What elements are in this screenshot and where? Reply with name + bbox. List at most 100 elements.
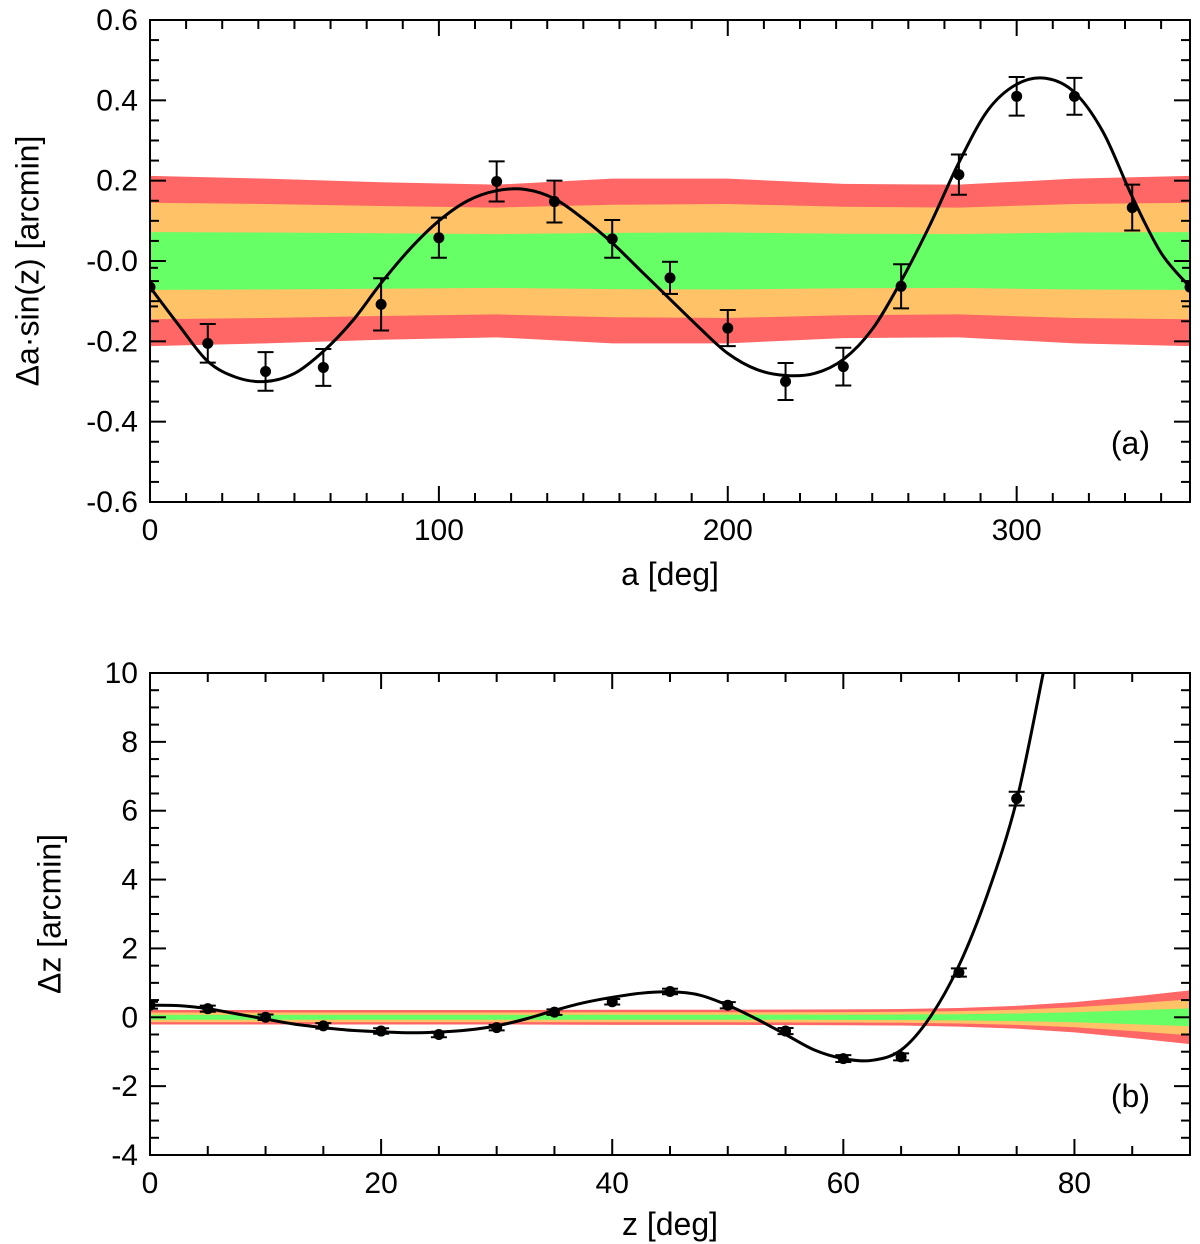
marker [953,967,965,979]
data-point [257,1011,274,1023]
data-point [373,277,390,332]
x-tick-label: 40 [596,1167,629,1200]
plot-area [150,76,1190,401]
y-tick-label: -0.0 [86,245,138,278]
data-point [604,996,621,1008]
x-tick-label: 300 [992,514,1042,547]
data-point [488,1022,505,1034]
data-point [199,323,216,364]
marker [317,361,329,373]
x-tick-label: 0 [142,514,159,547]
data-point [315,347,332,387]
marker [260,365,272,377]
y-tick-label: 0.4 [96,84,138,117]
fit-curve [150,673,1045,1063]
marker [548,1006,560,1018]
y-tick-label: 8 [121,726,138,759]
data-point [719,309,736,348]
marker [202,1003,214,1015]
panel-label: (b) [1111,1078,1150,1114]
panel-b: 0 20 40 60 80 -4 -2 0 2 4 6 8 10 z [deg] Δz [arcmin] (b… [31,657,1191,1242]
y-tick-label: -0.4 [86,406,138,439]
marker [548,196,560,208]
marker [606,996,618,1008]
data-point [835,1053,852,1065]
x-tick-label: 200 [703,514,753,547]
marker [150,281,156,293]
x-axis-label: a [deg] [621,556,719,592]
marker [433,232,445,244]
data-point [950,153,967,196]
y-tick-label: 10 [105,657,138,690]
x-tick-label: 0 [142,1167,159,1200]
marker [1011,90,1023,102]
y-tick-label: -4 [111,1139,138,1172]
marker [1184,281,1190,293]
marker [895,280,907,292]
data-point [719,999,736,1011]
y-tick-label: -0.2 [86,325,138,358]
marker [375,1025,387,1037]
plot-area [150,673,1190,1065]
data-point [1182,266,1190,308]
y-tick-label: 2 [121,932,138,965]
marker [433,1029,445,1040]
marker [780,1025,792,1037]
x-tick-label: 60 [827,1167,860,1200]
marker [722,999,734,1011]
data-point [777,1025,794,1037]
data-point [1124,183,1141,232]
data-point [257,351,274,392]
y-tick-label: -2 [111,1070,138,1103]
marker [491,1022,503,1034]
data-point [546,1006,563,1018]
x-tick-label: 20 [364,1167,397,1200]
marker [202,337,214,349]
marker [895,1051,907,1063]
y-tick-label: 4 [121,864,138,897]
data-point [950,967,967,979]
x-tick-label: 80 [1058,1167,1091,1200]
data-point [546,179,563,224]
marker [953,169,965,181]
data-point [150,999,158,1011]
data-point [1008,790,1025,807]
data-point [430,216,447,259]
data-point [662,260,678,295]
band-inner [150,1008,1190,1027]
data-point [893,263,910,310]
data-point [893,1051,910,1063]
marker [260,1011,272,1023]
y-tick-label: 6 [121,795,138,828]
data-point [199,1003,216,1015]
marker [317,1020,329,1032]
data-point [1066,76,1083,116]
marker [780,376,792,387]
marker [606,233,618,245]
data-point [150,266,158,308]
data-point [835,346,852,387]
data-point [662,985,678,997]
data-point [777,362,794,401]
x-axis-label: z [deg] [622,1206,718,1242]
data-point [1008,76,1025,117]
data-point [373,1025,390,1037]
marker [1011,793,1023,805]
plot-frame [149,672,1191,1156]
marker [664,985,676,997]
marker [150,999,156,1011]
y-tick-label: 0 [121,1001,138,1034]
marker [837,361,849,373]
marker [491,175,503,187]
marker [664,272,676,284]
y-tick-label: 0.6 [96,4,138,37]
data-point [430,1029,447,1040]
panel-a: 0 100 200 300 -0.6 -0.4 -0.2 -0.0 0.2 0.4 0.6 a [de… [9,4,1191,592]
data-point [315,1020,332,1032]
data-point [488,160,505,203]
y-axis-label: Δa·sin(z) [arcmin] [9,136,45,387]
panel-label: (a) [1111,425,1150,461]
marker [1126,202,1138,214]
data-point [604,219,621,259]
